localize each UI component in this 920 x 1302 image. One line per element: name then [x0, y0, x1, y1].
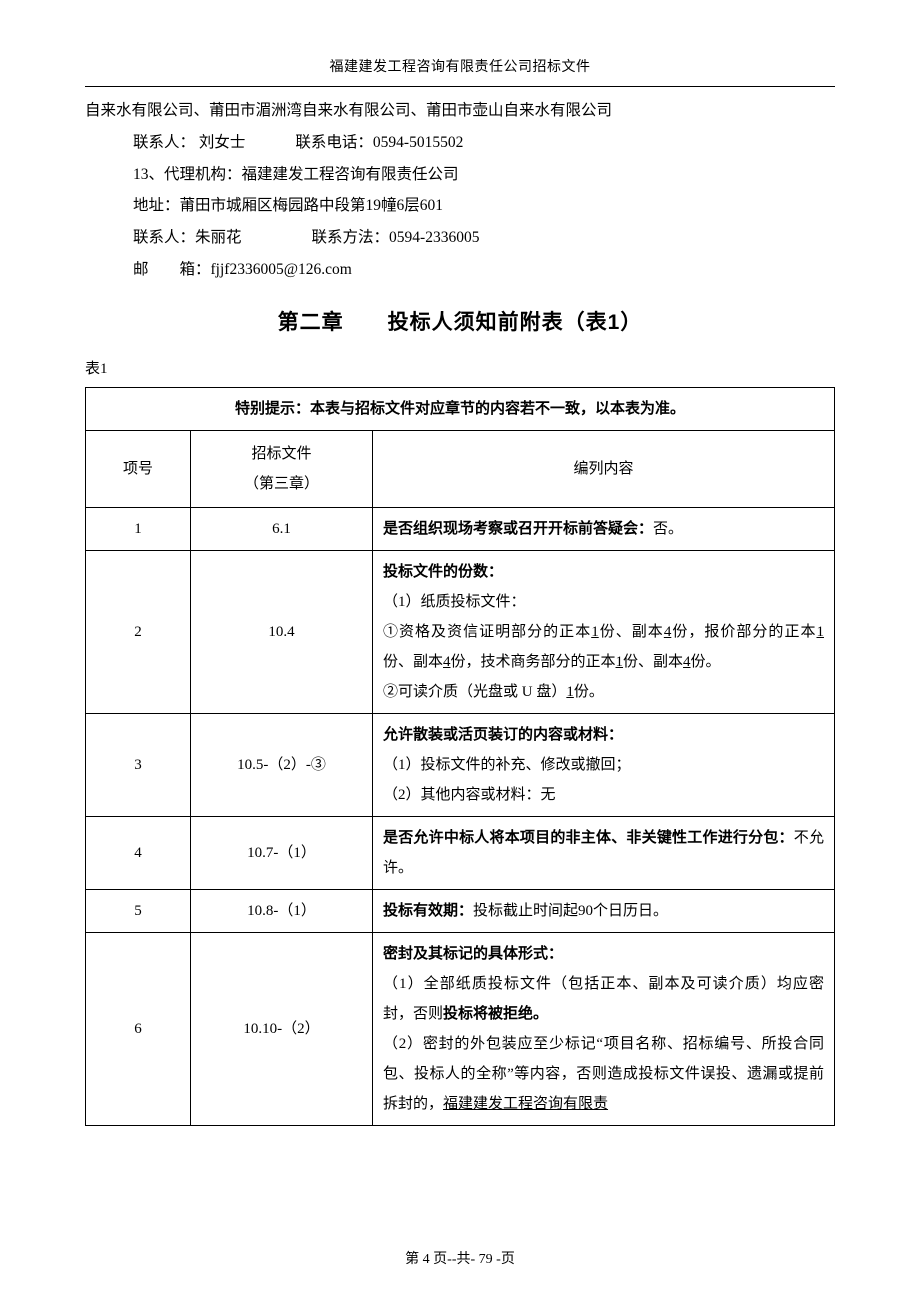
phone-value: 0594-5015502	[373, 134, 463, 151]
row1-rest: 否。	[653, 521, 683, 537]
table-header-row: 项号 招标文件 （第三章） 编列内容	[86, 430, 835, 507]
row6-bold: 密封及其标记的具体形式：	[383, 939, 824, 969]
row6-no: 6	[86, 932, 191, 1125]
row3-p1: （1）投标文件的补充、修改或撤回；	[383, 750, 824, 780]
row5-bold: 投标有效期：	[383, 902, 473, 919]
row1-no: 1	[86, 507, 191, 550]
page-footer: 第 4 页--共- 79 -页	[0, 1247, 920, 1272]
row6-ref: 10.10-（2）	[191, 932, 373, 1125]
address-value: 莆田市城厢区梅园路中段第19幢6层601	[180, 197, 444, 214]
chapter-title: 第二章 投标人须知前附表（表1）	[85, 304, 835, 342]
row6-p1: （1）全部纸质投标文件（包括正本、副本及可读介质）均应密封，否则投标将被拒绝。	[383, 969, 824, 1029]
row1-bold: 是否组织现场考察或召开开标前答疑会：	[383, 520, 653, 537]
contact-line-2: 联系人：朱丽花 联系方法：0594-2336005	[85, 222, 835, 254]
contact-person-value: 刘女士	[195, 134, 245, 151]
table-row: 6 10.10-（2） 密封及其标记的具体形式： （1）全部纸质投标文件（包括正…	[86, 932, 835, 1125]
row2-content: 投标文件的份数： （1）纸质投标文件： ①资格及资信证明部分的正本1份、副本4份…	[373, 550, 835, 713]
row5-ref: 10.8-（1）	[191, 889, 373, 932]
r2n1c: 1	[616, 654, 624, 670]
row3-bold: 允许散装或活页装订的内容或材料：	[383, 720, 824, 750]
r2n4c: 4	[683, 654, 691, 670]
row3-ref: 10.5-（2）-③	[191, 713, 373, 816]
row2-no: 2	[86, 550, 191, 713]
page-header: 福建建发工程咨询有限责任公司招标文件	[85, 55, 835, 87]
address-line: 地址：莆田市城厢区梅园路中段第19幢6层601	[85, 190, 835, 222]
table-row: 3 10.5-（2）-③ 允许散装或活页装订的内容或材料： （1）投标文件的补充…	[86, 713, 835, 816]
row4-ref: 10.7-（1）	[191, 816, 373, 889]
r2p2f: 份、副本	[623, 654, 683, 670]
r2p2g: 份。	[691, 654, 721, 670]
header-col2-a: 招标文件	[195, 439, 368, 469]
agency-line: 13、代理机构：福建建发工程咨询有限责任公司	[85, 159, 835, 191]
table-notice-cell: 特别提示：本表与招标文件对应章节的内容若不一致，以本表为准。	[86, 387, 835, 430]
row1-content: 是否组织现场考察或召开开标前答疑会：否。	[373, 507, 835, 550]
row2-p3: ②可读介质（光盘或 U 盘）1份。	[383, 677, 824, 707]
body-content: 自来水有限公司、莆田市湄洲湾自来水有限公司、莆田市壶山自来水有限公司 联系人： …	[85, 95, 835, 286]
row3-p2: （2）其他内容或材料：无	[383, 780, 824, 810]
row4-content: 是否允许中标人将本项目的非主体、非关键性工作进行分包：不允许。	[373, 816, 835, 889]
row2-ref: 10.4	[191, 550, 373, 713]
r2p2c: 份，报价部分的正本	[671, 624, 816, 640]
address-label: 地址：	[133, 197, 180, 214]
header-col2: 招标文件 （第三章）	[191, 430, 373, 507]
phone-label: 联系电话：	[295, 134, 373, 151]
table-row: 4 10.7-（1） 是否允许中标人将本项目的非主体、非关键性工作进行分包：不允…	[86, 816, 835, 889]
agency-label: 13、代理机构：	[133, 166, 242, 183]
email-line: 邮 箱：fjjf2336005@126.com	[85, 254, 835, 286]
email-value: fjjf2336005@126.com	[211, 261, 352, 278]
r2p2d: 份、副本	[383, 654, 443, 670]
row5-content: 投标有效期：投标截止时间起90个日历日。	[373, 889, 835, 932]
row5-rest: 投标截止时间起90个日历日。	[473, 903, 668, 919]
agency-value: 福建建发工程咨询有限责任公司	[242, 166, 459, 183]
r2n1d: 1	[566, 684, 574, 700]
contact2-value: 朱丽花	[195, 229, 242, 246]
table-label: 表1	[85, 356, 835, 383]
r2n1a: 1	[591, 624, 599, 640]
r2p3a: ②可读介质（光盘或 U 盘）	[383, 684, 566, 700]
row6-p2: （2）密封的外包装应至少标记“项目名称、招标编号、所投合同包、投标人的全称”等内…	[383, 1029, 824, 1119]
row6-content: 密封及其标记的具体形式： （1）全部纸质投标文件（包括正本、副本及可读介质）均应…	[373, 932, 835, 1125]
r2n1b: 1	[816, 624, 824, 640]
intro-line-companies: 自来水有限公司、莆田市湄洲湾自来水有限公司、莆田市壶山自来水有限公司	[85, 95, 835, 127]
r2p2e: 份，技术商务部分的正本	[451, 654, 616, 670]
contact-line-1: 联系人： 刘女士 联系电话：0594-5015502	[85, 127, 835, 159]
r2n4b: 4	[443, 654, 451, 670]
row4-no: 4	[86, 816, 191, 889]
footer-a: 第 4 页--共-	[405, 1252, 479, 1267]
table-notice-row: 特别提示：本表与招标文件对应章节的内容若不一致，以本表为准。	[86, 387, 835, 430]
r2p2b: 份、副本	[599, 624, 664, 640]
table-row: 1 6.1 是否组织现场考察或召开开标前答疑会：否。	[86, 507, 835, 550]
contact-person-label: 联系人：	[133, 134, 195, 151]
table-row: 5 10.8-（1） 投标有效期：投标截止时间起90个日历日。	[86, 889, 835, 932]
table-row: 2 10.4 投标文件的份数： （1）纸质投标文件： ①资格及资信证明部分的正本…	[86, 550, 835, 713]
header-col1: 项号	[86, 430, 191, 507]
phone2-value: 0594-2336005	[389, 229, 479, 246]
phone2-label: 联系方法：	[312, 229, 390, 246]
document-page: 福建建发工程咨询有限责任公司招标文件 自来水有限公司、莆田市湄洲湾自来水有限公司…	[0, 0, 920, 1302]
email-label: 邮 箱：	[133, 261, 211, 278]
footer-b: 79	[479, 1252, 497, 1267]
r2p3b: 份。	[574, 684, 604, 700]
header-col2-b: （第三章）	[195, 469, 368, 499]
header-col3: 编列内容	[373, 430, 835, 507]
row3-no: 3	[86, 713, 191, 816]
row1-ref: 6.1	[191, 507, 373, 550]
row2-p2: ①资格及资信证明部分的正本1份、副本4份，报价部分的正本1份、副本4份，技术商务…	[383, 617, 824, 677]
row2-p1: （1）纸质投标文件：	[383, 587, 824, 617]
footer-c: -页	[496, 1252, 515, 1267]
r2p2a: ①资格及资信证明部分的正本	[383, 624, 591, 640]
row5-no: 5	[86, 889, 191, 932]
r6p2b: 福建建发工程咨询有限责	[443, 1096, 608, 1112]
row4-bold: 是否允许中标人将本项目的非主体、非关键性工作进行分包：	[383, 829, 794, 846]
r6p1b: 投标将被拒绝。	[443, 1005, 548, 1022]
attachment-table: 特别提示：本表与招标文件对应章节的内容若不一致，以本表为准。 项号 招标文件 （…	[85, 387, 835, 1126]
row3-content: 允许散装或活页装订的内容或材料： （1）投标文件的补充、修改或撤回； （2）其他…	[373, 713, 835, 816]
contact2-label: 联系人：	[133, 229, 195, 246]
row2-bold: 投标文件的份数：	[383, 557, 824, 587]
